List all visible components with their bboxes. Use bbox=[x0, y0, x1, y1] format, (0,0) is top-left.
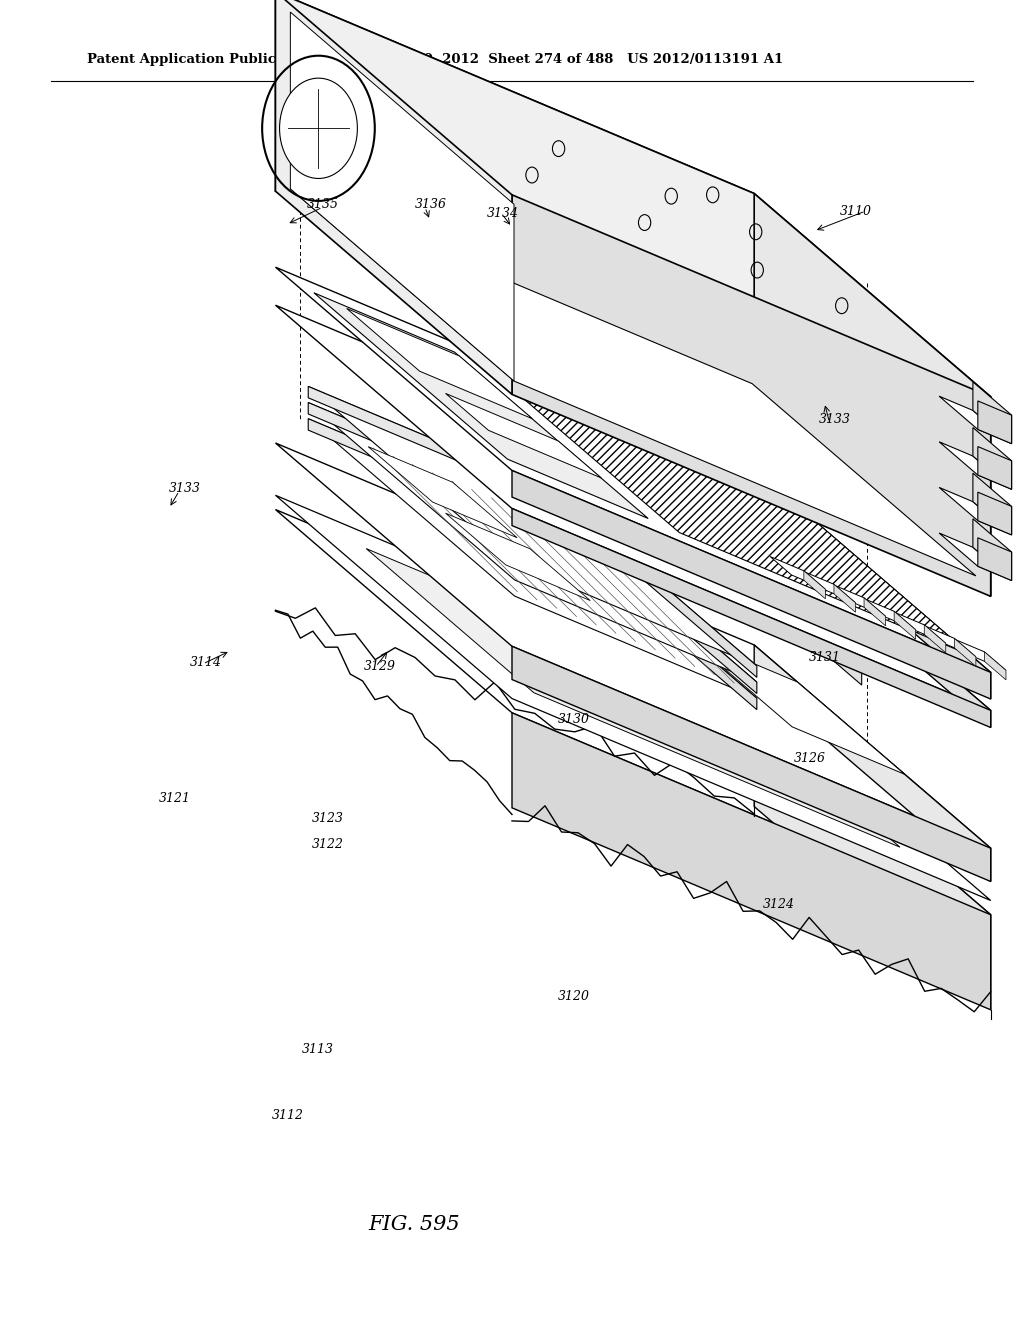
Text: 3133: 3133 bbox=[819, 413, 851, 426]
Polygon shape bbox=[939, 442, 1012, 490]
Text: 3136: 3136 bbox=[415, 198, 446, 211]
Polygon shape bbox=[551, 504, 757, 693]
Polygon shape bbox=[860, 597, 915, 630]
Polygon shape bbox=[834, 585, 855, 612]
Polygon shape bbox=[754, 711, 991, 1010]
Polygon shape bbox=[308, 403, 757, 682]
Polygon shape bbox=[984, 652, 1006, 680]
Polygon shape bbox=[275, 0, 512, 395]
Polygon shape bbox=[512, 647, 991, 882]
Polygon shape bbox=[754, 507, 991, 727]
Polygon shape bbox=[754, 645, 991, 882]
Polygon shape bbox=[925, 624, 946, 653]
Text: 3110: 3110 bbox=[840, 205, 871, 218]
Text: 3112: 3112 bbox=[271, 1109, 303, 1122]
Polygon shape bbox=[939, 533, 1012, 581]
Polygon shape bbox=[598, 513, 767, 603]
Polygon shape bbox=[830, 583, 886, 616]
Text: 3130: 3130 bbox=[558, 713, 590, 726]
Text: 3133: 3133 bbox=[169, 482, 201, 495]
Polygon shape bbox=[275, 0, 754, 393]
Polygon shape bbox=[978, 446, 1012, 490]
Polygon shape bbox=[973, 428, 1012, 490]
Polygon shape bbox=[891, 611, 946, 643]
Polygon shape bbox=[770, 557, 825, 589]
Text: 3121: 3121 bbox=[159, 792, 190, 805]
Polygon shape bbox=[754, 194, 991, 597]
Polygon shape bbox=[469, 351, 972, 656]
Polygon shape bbox=[275, 510, 991, 915]
Polygon shape bbox=[973, 381, 1012, 444]
Polygon shape bbox=[551, 488, 757, 677]
Polygon shape bbox=[800, 570, 855, 603]
Polygon shape bbox=[954, 639, 976, 667]
Circle shape bbox=[280, 78, 357, 178]
Polygon shape bbox=[684, 635, 905, 775]
Polygon shape bbox=[308, 403, 551, 516]
Polygon shape bbox=[973, 473, 1012, 535]
Text: 3129: 3129 bbox=[364, 660, 395, 673]
Polygon shape bbox=[598, 513, 862, 667]
Polygon shape bbox=[512, 195, 991, 597]
Polygon shape bbox=[275, 444, 991, 849]
Polygon shape bbox=[978, 401, 1012, 444]
Text: 3122: 3122 bbox=[312, 838, 344, 851]
Polygon shape bbox=[313, 293, 648, 519]
Polygon shape bbox=[367, 549, 900, 847]
Text: 3114: 3114 bbox=[189, 656, 221, 669]
Text: 3131: 3131 bbox=[809, 651, 841, 664]
Polygon shape bbox=[445, 513, 590, 601]
Polygon shape bbox=[939, 487, 1012, 535]
Text: 3126: 3126 bbox=[794, 752, 825, 766]
Polygon shape bbox=[978, 537, 1012, 581]
Polygon shape bbox=[512, 470, 991, 700]
Text: May 10, 2012  Sheet 274 of 488   US 2012/0113191 A1: May 10, 2012 Sheet 274 of 488 US 2012/01… bbox=[379, 53, 783, 66]
Polygon shape bbox=[978, 492, 1012, 535]
Polygon shape bbox=[551, 521, 757, 710]
Polygon shape bbox=[291, 189, 976, 576]
Polygon shape bbox=[291, 12, 514, 381]
Polygon shape bbox=[275, 267, 991, 672]
Polygon shape bbox=[512, 508, 991, 727]
Polygon shape bbox=[308, 418, 757, 698]
Polygon shape bbox=[346, 309, 532, 418]
Text: 3124: 3124 bbox=[763, 898, 795, 911]
Polygon shape bbox=[894, 611, 915, 639]
Text: 3123: 3123 bbox=[312, 812, 344, 825]
Polygon shape bbox=[275, 0, 991, 397]
Polygon shape bbox=[308, 387, 551, 500]
Polygon shape bbox=[754, 469, 991, 700]
Text: Patent Application Publication: Patent Application Publication bbox=[87, 53, 313, 66]
Text: 3113: 3113 bbox=[302, 1043, 334, 1056]
Polygon shape bbox=[921, 624, 976, 657]
Text: 3134: 3134 bbox=[486, 207, 518, 220]
Text: FIG. 595: FIG. 595 bbox=[369, 1216, 460, 1234]
Polygon shape bbox=[512, 713, 991, 1010]
Polygon shape bbox=[804, 570, 825, 599]
Text: 3120: 3120 bbox=[558, 990, 590, 1003]
Polygon shape bbox=[275, 305, 991, 710]
Polygon shape bbox=[973, 519, 1012, 581]
Polygon shape bbox=[767, 585, 862, 685]
Polygon shape bbox=[368, 446, 517, 537]
Polygon shape bbox=[308, 387, 757, 667]
Polygon shape bbox=[275, 495, 991, 900]
Polygon shape bbox=[308, 418, 551, 532]
Polygon shape bbox=[950, 638, 1006, 671]
Text: 3135: 3135 bbox=[307, 198, 339, 211]
Polygon shape bbox=[864, 598, 886, 626]
Polygon shape bbox=[939, 396, 1012, 444]
Polygon shape bbox=[445, 393, 601, 478]
